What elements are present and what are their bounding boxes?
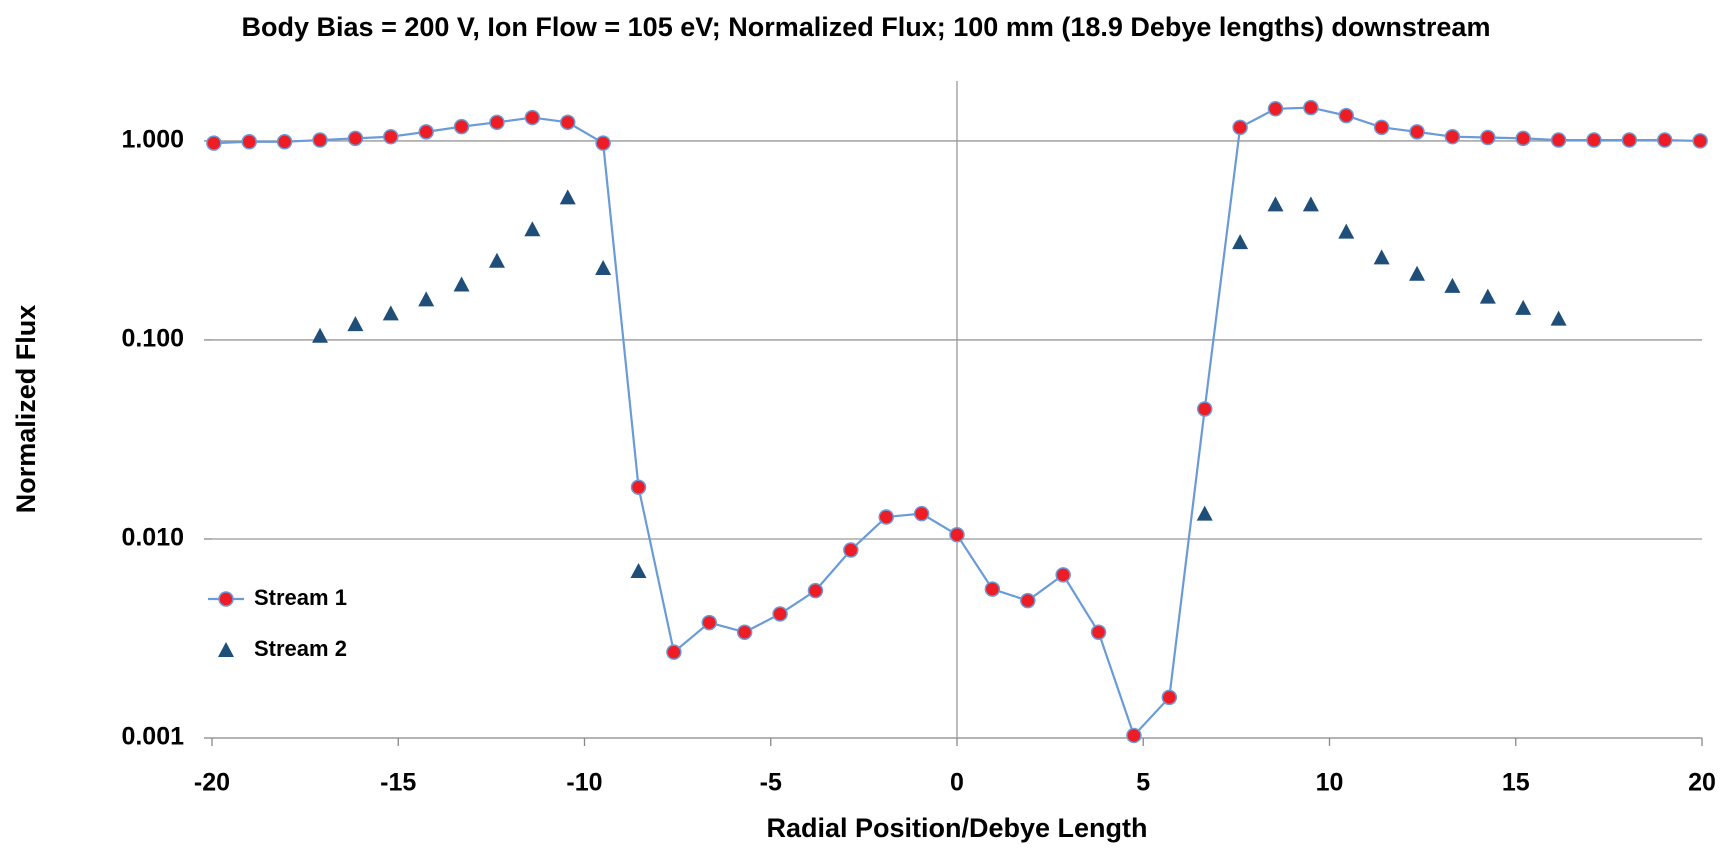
data-point [489, 114, 505, 131]
data-point [418, 124, 434, 140]
data-point [1515, 299, 1532, 315]
data-point [772, 606, 788, 622]
legend-marker [218, 642, 234, 657]
data-point [949, 527, 965, 543]
y-tick-label: 0.001 [121, 723, 184, 751]
data-point [1161, 689, 1178, 706]
data-point [1126, 727, 1142, 744]
data-point [347, 316, 364, 332]
legend-marker [218, 591, 234, 607]
y-tick-label: 1.000 [121, 126, 184, 154]
legend-label: Stream 2 [254, 636, 347, 661]
data-point [1444, 277, 1461, 293]
data-point [666, 644, 682, 660]
x-tick-label: 5 [1136, 769, 1150, 797]
y-tick-label: 0.100 [121, 325, 184, 353]
x-tick-label: 0 [950, 769, 964, 797]
data-point [1090, 624, 1107, 640]
data-point [453, 276, 470, 292]
data-point [1621, 132, 1638, 148]
chart-title: Body Bias = 200 V, Ion Flow = 105 eV; No… [242, 12, 1491, 42]
data-point [559, 189, 576, 205]
data-point [347, 130, 364, 147]
data-point [1302, 196, 1319, 212]
x-tick-label: -10 [566, 769, 602, 797]
data-point [1267, 101, 1284, 117]
data-point [630, 563, 647, 579]
x-tick-label: -5 [760, 769, 782, 797]
data-point [488, 252, 505, 268]
data-point [595, 135, 611, 151]
data-point [1303, 99, 1319, 116]
data-point [1196, 401, 1213, 417]
data-point [1055, 567, 1071, 583]
data-point [524, 221, 541, 237]
data-point [312, 132, 328, 148]
data-point [312, 327, 329, 343]
data-point [383, 128, 399, 145]
data-point [1267, 196, 1284, 212]
data-point [559, 114, 576, 131]
data-point [1232, 234, 1249, 250]
data-point [1409, 265, 1426, 281]
data-point [453, 118, 470, 135]
data-point [984, 581, 1001, 597]
x-axis-title: Radial Position/Debye Length [766, 813, 1147, 843]
data-point [1692, 133, 1708, 149]
data-point [1373, 119, 1390, 136]
data-point [701, 614, 718, 631]
data-point [418, 291, 435, 307]
data-point [276, 134, 293, 150]
x-tick-label: -15 [380, 769, 416, 797]
data-point [1196, 505, 1213, 521]
data-point [1020, 592, 1036, 609]
data-point [382, 305, 399, 321]
data-point [630, 479, 647, 495]
data-point [736, 624, 753, 640]
data-point [1373, 249, 1390, 265]
data-point [913, 505, 930, 522]
y-tick-label: 0.010 [121, 524, 184, 552]
data-point [1479, 288, 1496, 304]
data-point [1550, 132, 1567, 148]
data-point [1444, 128, 1461, 145]
data-point [1338, 107, 1355, 124]
data-point [1550, 310, 1567, 326]
legend-label: Stream 1 [254, 585, 347, 610]
x-tick-label: -20 [194, 769, 230, 797]
x-tick-label: 15 [1502, 769, 1530, 797]
data-point [1480, 129, 1496, 146]
data-point [1586, 132, 1602, 148]
data-point [843, 542, 859, 558]
data-point [1657, 132, 1673, 148]
data-point [1232, 119, 1248, 136]
data-point [524, 109, 541, 126]
data-point [241, 134, 257, 150]
data-point [807, 582, 824, 599]
data-point [595, 259, 612, 275]
data-point [206, 135, 222, 151]
data-point [1409, 124, 1425, 140]
y-axis-title: Normalized Flux [11, 305, 41, 514]
data-point [878, 509, 894, 525]
x-tick-label: 20 [1688, 769, 1716, 797]
data-point [1515, 130, 1531, 147]
data-point [1338, 223, 1355, 239]
x-tick-label: 10 [1316, 769, 1344, 797]
